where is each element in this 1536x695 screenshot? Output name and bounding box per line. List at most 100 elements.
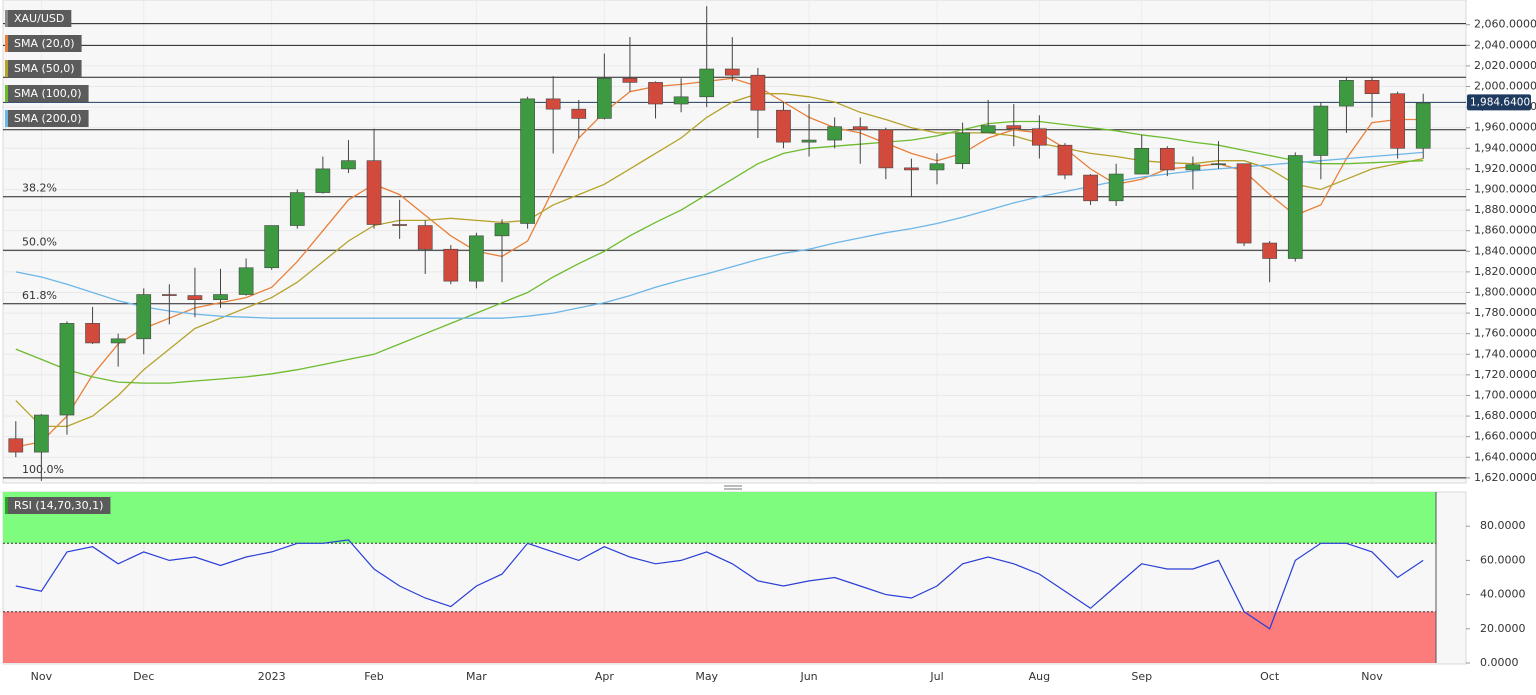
level-label: 100.0%: [22, 463, 64, 476]
x-tick-label: Mar: [466, 670, 487, 683]
candle-body: [1185, 164, 1201, 171]
candle-body: [341, 160, 356, 170]
x-tick-label: Dec: [133, 670, 154, 683]
oversold-zone: [3, 611, 1436, 663]
candle-body: [59, 323, 75, 416]
candle-body: [161, 294, 177, 296]
legend-item: XAU/USD: [5, 10, 72, 27]
legend-box: [5, 35, 82, 52]
y-tick-label: 1,960.0000: [1474, 121, 1536, 134]
y-tick-label: 1,780.0000: [1474, 306, 1536, 319]
legend-label: XAU/USD: [14, 12, 64, 25]
legend-swatch: [5, 60, 8, 77]
sma-line: [15, 151, 1424, 319]
candle-body: [494, 223, 510, 237]
candle-body: [801, 139, 817, 143]
y-tick-label: 2,040.0000: [1474, 38, 1536, 51]
candle-body: [8, 438, 24, 453]
candle-body: [724, 68, 740, 76]
rsi-line: [15, 539, 1424, 630]
candle-body: [1032, 128, 1047, 146]
y-tick-label: 1,840.0000: [1474, 244, 1536, 257]
candle-body: [1313, 105, 1329, 156]
y-tick-label: 1,640.0000: [1474, 450, 1536, 463]
candle-body: [878, 129, 894, 169]
last-price-tag: 1,984.6400: [1467, 94, 1531, 111]
legend-box: [5, 85, 89, 102]
x-tick-label: Oct: [1260, 670, 1280, 683]
rsi-y-tick-label: 60.0000: [1480, 553, 1526, 566]
x-tick-label: Nov: [31, 670, 53, 683]
candle-body: [213, 294, 228, 300]
y-tick-label: 1,660.0000: [1474, 430, 1536, 443]
legend-swatch: [5, 10, 8, 27]
sma-line: [15, 93, 1424, 428]
candle-body: [699, 68, 715, 98]
candle-body: [1108, 173, 1124, 202]
candle-body: [673, 96, 689, 105]
candle-body: [289, 192, 305, 226]
x-tick-label: Jun: [799, 670, 817, 683]
candle-body: [136, 294, 152, 340]
legend-item: RSI (14,70,30,1): [5, 497, 111, 514]
candle-body: [980, 125, 996, 134]
candle-body: [443, 248, 459, 282]
candle-body: [417, 225, 433, 250]
y-tick-label: 1,880.0000: [1474, 203, 1536, 216]
legend-item: SMA (100,0): [5, 85, 89, 102]
y-tick-label: 1,940.0000: [1474, 141, 1536, 154]
candle-body: [1159, 147, 1175, 171]
y-tick-label: 2,020.0000: [1474, 59, 1536, 72]
legend-swatch: [5, 110, 8, 127]
y-tick-label: 1,620.0000: [1474, 471, 1536, 484]
candle-body: [904, 167, 919, 171]
candle-body: [1211, 163, 1226, 166]
legend-box: [5, 497, 111, 514]
candle-body: [1262, 242, 1278, 259]
legend-swatch: [5, 85, 8, 102]
candle-body: [520, 98, 535, 224]
y-tick-label: 1,720.0000: [1474, 368, 1536, 381]
candle-body: [1236, 163, 1252, 244]
level-label: 61.8%: [22, 289, 57, 302]
candle-body: [238, 267, 254, 295]
legend-label: SMA (200,0): [14, 112, 82, 125]
candle-body: [1134, 147, 1150, 175]
legend-item: SMA (50,0): [5, 60, 82, 77]
x-tick-label: Apr: [595, 670, 615, 683]
candle-body: [187, 295, 203, 300]
legend-box: [5, 110, 89, 127]
legend-label: RSI (14,70,30,1): [14, 499, 103, 512]
y-tick-label: 1,760.0000: [1474, 327, 1536, 340]
legend-label: SMA (20,0): [14, 37, 75, 50]
legend-box: [5, 60, 82, 77]
y-tick-label: 1,800.0000: [1474, 285, 1536, 298]
candle-body: [1415, 102, 1431, 149]
candle-body: [392, 224, 407, 226]
rsi-y-tick-label: 20.0000: [1480, 622, 1526, 635]
rsi-y-tick-label: 80.0000: [1480, 519, 1526, 532]
candle-body: [85, 323, 100, 344]
candle-body: [366, 160, 382, 225]
candle-body: [571, 108, 587, 119]
y-tick-label: 2,000.0000: [1474, 80, 1536, 93]
candle-body: [110, 338, 126, 344]
candle-body: [622, 77, 638, 83]
candle-body: [1057, 144, 1073, 176]
legend-item: SMA (20,0): [5, 35, 82, 52]
x-tick-label: Feb: [364, 670, 383, 683]
x-tick-label: Sep: [1131, 670, 1152, 683]
x-tick-label: Nov: [1361, 670, 1383, 683]
candle-body: [852, 126, 868, 131]
level-label: 50.0%: [22, 235, 57, 248]
y-tick-label: 1,920.0000: [1474, 162, 1536, 175]
candle-body: [264, 225, 280, 269]
y-tick-label: 1,680.0000: [1474, 409, 1536, 422]
level-label: 38.2%: [22, 182, 57, 195]
y-tick-label: 1,900.0000: [1474, 182, 1536, 195]
candle-body: [597, 77, 612, 119]
legend-swatch: [5, 35, 8, 52]
candle-body: [469, 235, 484, 282]
panel-resize-handle[interactable]: [724, 485, 742, 490]
